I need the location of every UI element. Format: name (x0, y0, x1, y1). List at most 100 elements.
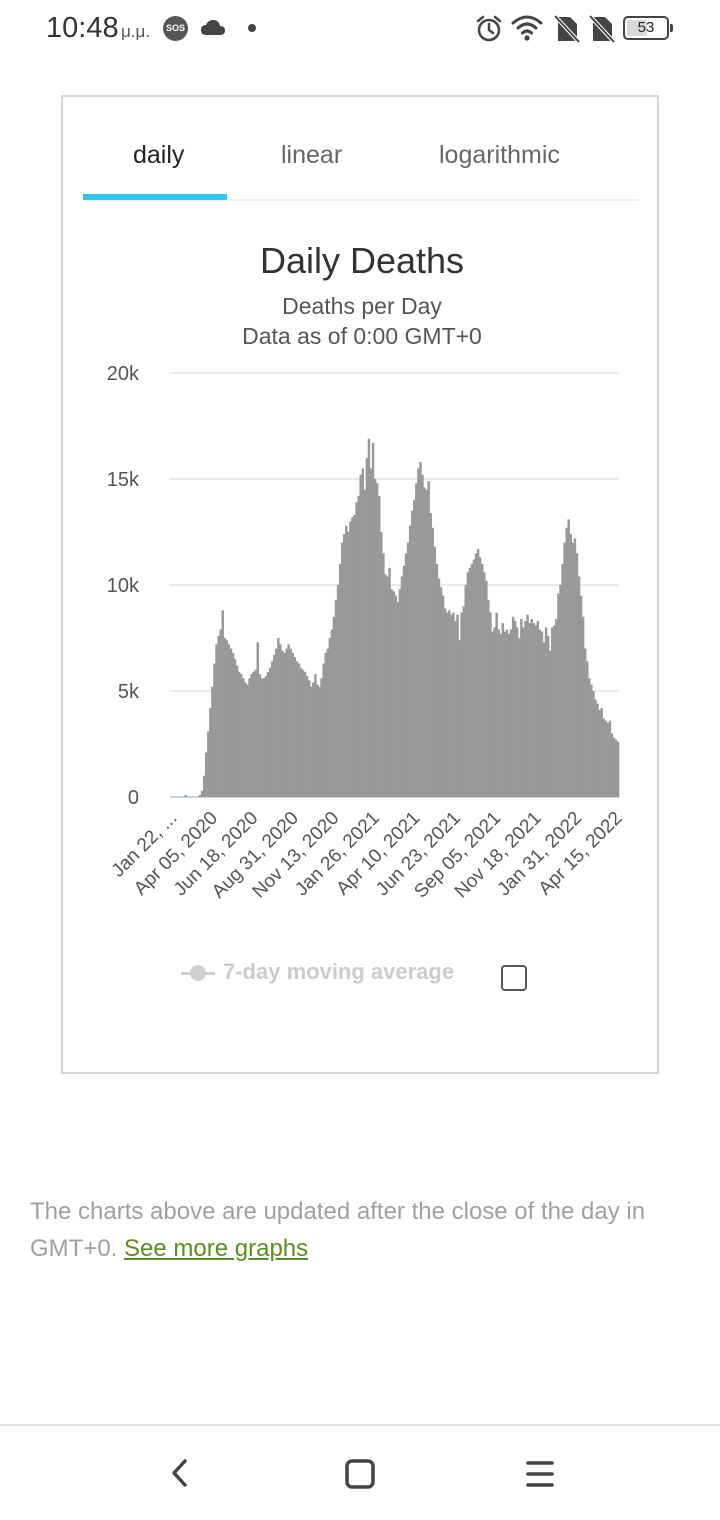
chart-bar[interactable] (295, 661, 299, 797)
chart-bar[interactable] (213, 663, 216, 797)
chart-bar[interactable] (363, 489, 367, 797)
chart-bar[interactable] (215, 644, 218, 797)
chart-bar[interactable] (493, 627, 496, 797)
chart-bar[interactable] (497, 629, 500, 797)
chart-bar[interactable] (347, 532, 350, 797)
chart-bar[interactable] (367, 438, 371, 797)
chart-bar[interactable] (382, 553, 385, 797)
chart-bar[interactable] (616, 741, 620, 797)
chart-bar[interactable] (264, 676, 268, 797)
chart-bar[interactable] (229, 648, 233, 797)
chart-bar[interactable] (281, 650, 284, 797)
chart-bar[interactable] (476, 548, 480, 797)
chart-bar[interactable] (598, 710, 601, 797)
chart-bar[interactable] (246, 684, 249, 797)
chart-bar[interactable] (314, 674, 317, 797)
chart-bar[interactable] (260, 678, 264, 797)
chart-bar[interactable] (540, 631, 544, 797)
tab-linear[interactable]: linear (281, 141, 343, 169)
chart-bar[interactable] (472, 559, 476, 797)
chart-bar[interactable] (456, 614, 459, 797)
chart-bar[interactable] (544, 627, 548, 797)
chart-bar[interactable] (443, 608, 447, 797)
chart-bar[interactable] (522, 627, 525, 797)
chart-bar[interactable] (542, 642, 546, 797)
chart-bar[interactable] (318, 686, 321, 797)
chart-bar[interactable] (421, 474, 424, 797)
back-icon[interactable] (166, 1458, 194, 1493)
chart-bar[interactable] (305, 676, 309, 797)
chart-bar[interactable] (439, 587, 443, 797)
chart-bar[interactable] (287, 644, 290, 797)
chart-bar[interactable] (233, 659, 237, 797)
chart-bar[interactable] (326, 648, 329, 797)
chart-bar[interactable] (466, 572, 470, 797)
chart-bar[interactable] (586, 661, 589, 797)
chart-bar[interactable] (217, 635, 220, 797)
chart-bar[interactable] (301, 669, 305, 797)
see-more-graphs-link[interactable]: See more graphs (124, 1235, 309, 1262)
chart-bar[interactable] (450, 614, 453, 797)
legend-label[interactable]: 7-day moving average (223, 959, 455, 984)
chart-bar[interactable] (499, 633, 502, 797)
chart-bar[interactable] (320, 678, 323, 797)
chart-bar[interactable] (481, 563, 484, 797)
chart-bar[interactable] (518, 638, 521, 797)
chart-bar[interactable] (361, 468, 365, 797)
chart-bar[interactable] (184, 794, 187, 797)
chart-bar[interactable] (225, 640, 229, 797)
chart-bar[interactable] (536, 621, 540, 797)
chart-bar[interactable] (513, 621, 517, 797)
chart-bar[interactable] (205, 752, 208, 797)
chart-bar[interactable] (524, 621, 527, 797)
chart-bar[interactable] (388, 568, 391, 797)
chart-bar[interactable] (553, 625, 556, 797)
chart-bar[interactable] (268, 667, 272, 797)
chart-bar[interactable] (390, 589, 393, 797)
chart-bar[interactable] (279, 644, 282, 797)
chart-bar[interactable] (219, 629, 222, 797)
chart-bar[interactable] (209, 707, 212, 797)
chart-bar[interactable] (202, 775, 206, 797)
chart-bar[interactable] (200, 790, 204, 797)
chart-bar[interactable] (275, 648, 278, 797)
chart-bar[interactable] (516, 627, 519, 797)
chart-bar[interactable] (445, 612, 449, 797)
chart-bar[interactable] (328, 638, 332, 797)
chart-bar[interactable] (429, 512, 432, 797)
chart-bar[interactable] (369, 468, 373, 797)
tab-logarithmic[interactable]: logarithmic (439, 141, 560, 169)
chart-bar[interactable] (330, 629, 334, 797)
chart-bar[interactable] (413, 500, 416, 797)
chart-bar[interactable] (602, 718, 605, 797)
chart-bar[interactable] (460, 612, 463, 797)
chart-bar[interactable] (489, 612, 492, 797)
chart-bar[interactable] (464, 585, 467, 797)
chart-bar[interactable] (384, 574, 387, 797)
chart-bar[interactable] (299, 667, 303, 797)
chart-bar[interactable] (248, 678, 251, 797)
chart-bar[interactable] (297, 663, 301, 797)
chart-bar[interactable] (338, 563, 342, 797)
chart-bar[interactable] (441, 595, 445, 797)
chart-bar[interactable] (468, 568, 472, 797)
chart-bar[interactable] (458, 640, 461, 797)
chart-bar[interactable] (462, 606, 465, 797)
chart-bar[interactable] (250, 674, 253, 797)
chart-bar[interactable] (303, 671, 307, 797)
chart-bar[interactable] (528, 623, 531, 797)
chart-bar[interactable] (404, 553, 408, 797)
chart-bar[interactable] (235, 665, 239, 797)
chart-bar[interactable] (324, 652, 327, 797)
chart-bar[interactable] (583, 648, 587, 797)
chart-bar[interactable] (408, 525, 412, 797)
chart-bar[interactable] (577, 576, 581, 797)
chart-bar[interactable] (396, 601, 400, 797)
chart-bar[interactable] (474, 553, 478, 797)
chart-bar[interactable] (573, 538, 577, 797)
chart-bar[interactable] (600, 707, 603, 797)
chart-bar[interactable] (357, 495, 360, 797)
chart-bar[interactable] (285, 648, 288, 797)
chart-bar[interactable] (507, 633, 511, 797)
chart-bar[interactable] (454, 621, 457, 797)
